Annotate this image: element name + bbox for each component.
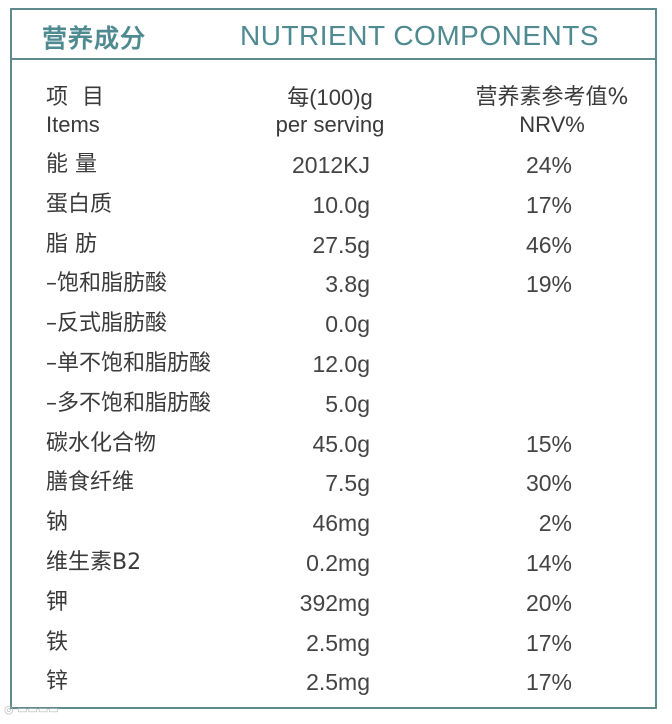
nutrient-value: 2.5mg: [306, 629, 370, 656]
column-header-items-cn: 项目: [46, 85, 119, 110]
nutrient-nrv: 14%: [525, 550, 572, 576]
table-row: 能 量 2012KJ 24%: [12, 146, 655, 184]
nutrient-name: 蛋白质: [46, 191, 113, 217]
nutrient-value: 392mg: [299, 589, 370, 616]
nutrient-name: 钠: [46, 510, 69, 536]
nutrient-name: 锌: [46, 669, 69, 695]
nutrition-facts-table: 营养成分 NUTRIENT COMPONENTS 项目 Items 每(100)…: [10, 8, 657, 709]
nutrient-value: 45.0g: [312, 430, 370, 457]
nutrient-name: 钾: [46, 589, 69, 615]
table-row: 维生素B2 0.2mg 14%: [12, 544, 655, 582]
nutrient-value: 5.0g: [325, 390, 370, 417]
table-row: –反式脂肪酸 0.0g: [12, 305, 655, 343]
nutrient-name: –反式脂肪酸: [46, 311, 168, 337]
header-title-cn: 营养成分: [42, 24, 147, 53]
nutrient-nrv: 19%: [525, 271, 572, 298]
table-row: 钾 392mg 20%: [12, 584, 655, 622]
nutrient-name: –饱和脂肪酸: [46, 271, 168, 297]
nutrient-value: 0.2mg: [306, 550, 370, 576]
nutrient-nrv: 17%: [525, 669, 572, 696]
nutrient-value: 10.0g: [312, 191, 370, 218]
table-row: 膳食纤维 7.5g 30%: [12, 464, 655, 502]
nutrient-nrv: 17%: [525, 629, 572, 656]
table-row: 钠 46mg 2%: [12, 504, 655, 542]
nutrient-name: 维生素B2: [46, 550, 142, 575]
table-row: –多不饱和脂肪酸 5.0g: [12, 385, 655, 423]
column-header-nrv-en: NRV%: [519, 112, 585, 137]
column-header-items: 项目 Items: [46, 84, 118, 138]
column-header-serving-en: per serving: [275, 112, 385, 137]
nutrient-value: 3.8g: [325, 271, 370, 298]
column-header-nrv-cn: 营养素参考值%: [475, 85, 629, 110]
watermark-logo: ◎ ▭▭▭▭: [4, 703, 59, 716]
nutrient-nrv: 20%: [525, 589, 572, 616]
table-row: 蛋白质 10.0g 17%: [12, 186, 655, 224]
column-header-nrv: 营养素参考值% NRV%: [462, 84, 642, 138]
nutrient-nrv: 2%: [538, 510, 572, 537]
nutrient-nrv: 30%: [525, 470, 572, 497]
nutrient-value: 2.5mg: [306, 669, 370, 696]
nutrient-name: –多不饱和脂肪酸: [46, 390, 212, 416]
nutrient-value: 7.5g: [325, 470, 370, 497]
table-row: –单不饱和脂肪酸 12.0g: [12, 345, 655, 383]
column-header-items-en: Items: [46, 112, 100, 137]
nutrient-value: 0.0g: [325, 311, 370, 338]
nutrient-name: 铁: [46, 629, 69, 655]
nutrient-nrv: 46%: [525, 231, 572, 258]
nutrient-name: 碳水化合物: [46, 430, 157, 456]
nutrient-value: 12.0g: [312, 351, 370, 377]
table-row: 碳水化合物 45.0g 15%: [12, 425, 655, 463]
nutrient-value: 46mg: [312, 510, 370, 537]
table-row: 锌 2.5mg 17%: [12, 663, 655, 701]
column-header-serving-cn: 每(100)g: [287, 85, 373, 110]
header-title-en: NUTRIENT COMPONENTS: [240, 20, 599, 51]
table-row: –饱和脂肪酸 3.8g 19%: [12, 265, 655, 303]
table-row: 铁 2.5mg 17%: [12, 624, 655, 662]
nutrient-nrv: 15%: [525, 430, 572, 457]
nutrient-nrv: 24%: [525, 152, 572, 178]
nutrient-name: 脂 肪: [46, 231, 97, 257]
nutrient-name: –单不饱和脂肪酸: [46, 351, 212, 376]
nutrient-name: 能 量: [46, 152, 97, 177]
table-row: 脂 肪 27.5g 46%: [12, 226, 655, 264]
nutrient-name: 膳食纤维: [46, 470, 135, 496]
table-header: 营养成分 NUTRIENT COMPONENTS: [12, 10, 655, 60]
nutrient-nrv: 17%: [525, 191, 572, 218]
nutrient-value: 27.5g: [312, 231, 370, 258]
nutrient-value: 2012KJ: [291, 152, 370, 178]
column-header-serving: 每(100)g per serving: [260, 84, 400, 138]
